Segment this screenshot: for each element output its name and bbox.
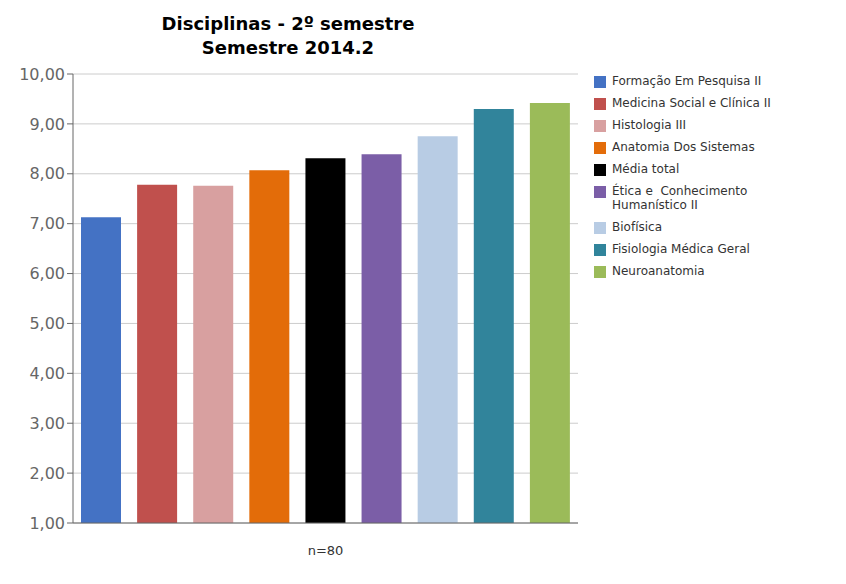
- svg-text:8,00: 8,00: [29, 164, 65, 183]
- html-text:Média total: Média total: [612, 162, 680, 176]
- html-text:Biofísica: Biofísica: [612, 220, 662, 234]
- svg-text:4,00: 4,00: [29, 364, 65, 383]
- html-text:Ética e Conhecimento Humanísti: Ética e Conhecimento Humanístico II: [612, 184, 748, 212]
- svg-text:5,00: 5,00: [29, 314, 65, 333]
- svg-text:7,00: 7,00: [29, 214, 65, 233]
- html-text:Fisiologia Médica Geral: Fisiologia Médica Geral: [612, 242, 750, 256]
- svg-text:3,00: 3,00: [29, 414, 65, 433]
- html-text:Formação Em Pesquisa II: Formação Em Pesquisa II: [612, 74, 762, 88]
- svg-text:6,00: 6,00: [29, 264, 65, 283]
- html-text:Disciplinas - 2º semestre Seme: Disciplinas - 2º semestre Semestre 2014.…: [161, 13, 415, 58]
- html-text:Anatomia Dos Sistemas: Anatomia Dos Sistemas: [612, 140, 755, 154]
- html-text:Neuroanatomia: Neuroanatomia: [612, 264, 705, 278]
- svg-text:2,00: 2,00: [29, 464, 65, 483]
- html-text:Histologia III: Histologia III: [612, 118, 687, 132]
- svg-text:n=80: n=80: [308, 543, 344, 558]
- svg-text:10,00: 10,00: [19, 65, 65, 84]
- html-text:Medicina Social e Clínica II: Medicina Social e Clínica II: [612, 96, 771, 110]
- svg-text:9,00: 9,00: [29, 115, 65, 134]
- svg-text:1,00: 1,00: [29, 514, 65, 533]
